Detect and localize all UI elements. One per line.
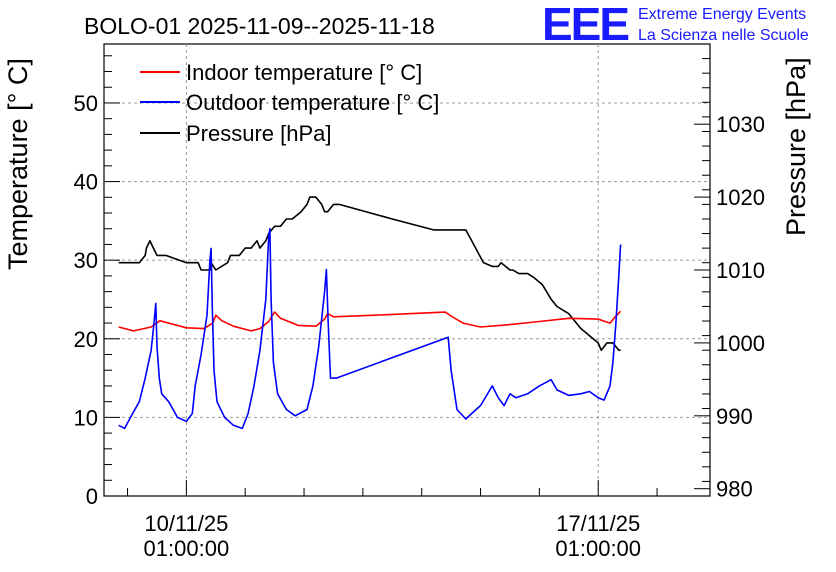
y-tick-label: 40 [74, 170, 98, 195]
y2-tick-label: 1030 [716, 112, 765, 137]
x-tick-label-date: 17/11/25 [556, 511, 640, 536]
y2-axis-title: Pressure [hPa] [781, 57, 811, 236]
axes: 01020304050980990100010101020103010/11/2… [74, 43, 765, 561]
legend-label-pressure: Pressure [hPa] [186, 121, 332, 146]
series-pressure [118, 196, 621, 352]
series-outdoor-temperature [118, 227, 622, 430]
x-tick-label-time: 01:00:00 [555, 536, 641, 561]
logo-mark: EEE [542, 0, 628, 50]
eee-logo: EEE Extreme Energy Events La Scienza nel… [542, 0, 809, 50]
y-tick-label: 20 [74, 327, 98, 352]
x-tick-label-date: 10/11/25 [144, 511, 228, 536]
y2-tick-label: 1010 [716, 258, 765, 283]
x-tick-label-time: 01:00:00 [144, 536, 230, 561]
y-tick-label: 30 [74, 248, 98, 273]
grid [104, 44, 710, 496]
y-axis-title: Temperature [° C] [3, 58, 33, 270]
y-tick-label: 0 [86, 484, 98, 509]
series-layer [118, 196, 622, 430]
logo-line-1: Extreme Energy Events [638, 6, 806, 23]
legend-label-outdoor: Outdoor temperature [° C] [186, 90, 439, 115]
legend-label-indoor: Indoor temperature [° C] [186, 60, 422, 85]
y2-tick-label: 980 [716, 477, 753, 502]
y2-tick-label: 1000 [716, 331, 765, 356]
logo-line-2: La Scienza nelle Scuole [638, 27, 809, 44]
y-tick-label: 10 [74, 405, 98, 430]
y2-tick-label: 1020 [716, 185, 765, 210]
series-indoor-temperature [118, 310, 622, 332]
y-tick-label: 50 [74, 91, 98, 116]
legend: Indoor temperature [° C] Outdoor tempera… [140, 60, 439, 146]
y2-tick-label: 990 [716, 404, 753, 429]
chart-title: BOLO-01 2025-11-09--2025-11-18 [84, 13, 435, 39]
